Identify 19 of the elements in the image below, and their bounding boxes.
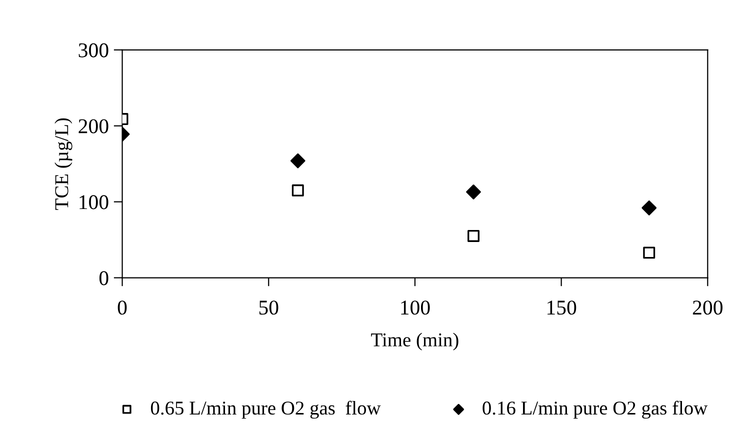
- point: [290, 153, 306, 168]
- x-tick-label: 100: [401, 300, 430, 315]
- x-tick-label: 150: [548, 300, 576, 315]
- y-axis-title: TCE (µg/L): [54, 118, 72, 210]
- x-tick-label: 200: [692, 300, 722, 315]
- x-axis-title: Time (min): [371, 332, 458, 350]
- y-tick-label: 100: [80, 195, 108, 210]
- point: [466, 184, 481, 200]
- legend-label: 0.65 L/min pure O2 gas flow: [150, 400, 381, 419]
- point: [292, 184, 304, 196]
- y-tick-label: 300: [78, 43, 108, 58]
- point: [468, 230, 480, 242]
- x-tick-label: 0: [118, 300, 127, 315]
- y-tick-label: 0: [99, 271, 108, 286]
- legend-label: 0.16 L/min pure O2 gas flow: [482, 400, 708, 419]
- point: [643, 246, 656, 259]
- y-tick-label: 200: [78, 119, 108, 134]
- x-tick-label: 50: [259, 300, 278, 315]
- point: [642, 200, 657, 216]
